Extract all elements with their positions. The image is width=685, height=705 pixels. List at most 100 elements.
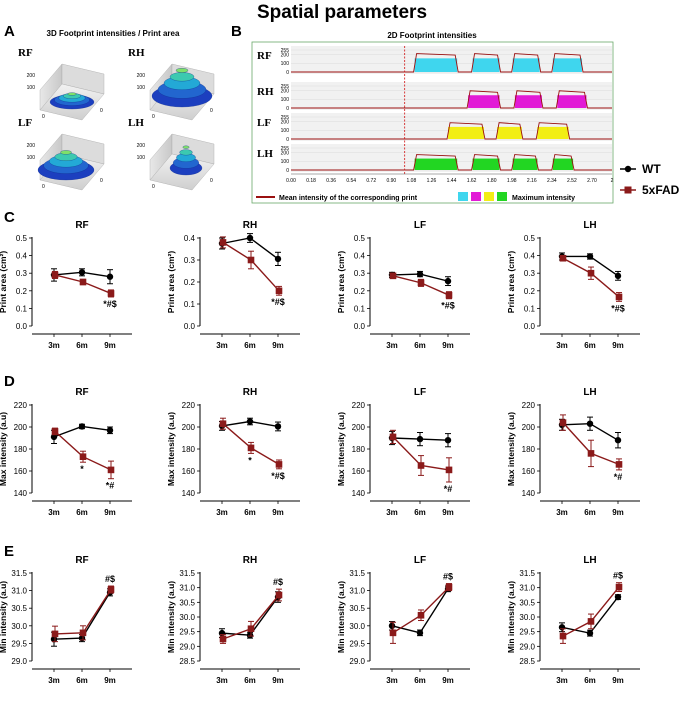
x-tick-label: 9m (272, 508, 284, 517)
data-point-wt (416, 270, 424, 278)
panel-letter-b: B (231, 23, 242, 40)
y-tick-label: 0.4 (16, 252, 28, 261)
data-point-5xfad (445, 583, 453, 591)
axis-tick-label: 200 (137, 73, 146, 79)
x-tick-label: 9m (104, 341, 116, 350)
x-tick-label: 6m (76, 508, 88, 517)
chart-title: RF (75, 220, 88, 231)
x-tick-label: 2.34 (547, 178, 557, 184)
chart-title: LF (414, 387, 426, 398)
chart-d-lf: LF 140 160 180 200 220 3m 6m 9m Max intensity (a.… (336, 387, 470, 517)
swatch-rf (458, 192, 468, 201)
panel-letter-c: C (4, 209, 15, 226)
significance-mark: * (80, 464, 84, 474)
x-tick-label: 6m (584, 508, 596, 517)
chart-title: LF (414, 220, 426, 231)
data-point-5xfad (417, 611, 425, 619)
x-tick-label: 9m (442, 341, 454, 350)
y-tick-label: 0.2 (16, 287, 28, 296)
x-tick-label: 3m (48, 341, 60, 350)
row-tick-label: 0 (286, 168, 289, 174)
x-tick-label: 6m (244, 341, 256, 350)
axis-tick-label: 0 (100, 178, 103, 184)
data-point-5xfad (79, 453, 87, 460)
y-tick-label: 0.3 (16, 269, 28, 278)
y-axis-label: Max intensity (a.u) (506, 412, 516, 486)
x-tick-label: 3m (216, 341, 228, 350)
data-point-5xfad (247, 444, 255, 452)
y-tick-label: 29.0 (349, 657, 365, 666)
panel-letter-e: E (4, 543, 14, 560)
x-tick-label: 6m (76, 676, 88, 685)
data-point-wt (416, 629, 424, 637)
row-tick-label: 255 (281, 84, 290, 90)
axis-tick-label: 200 (27, 73, 36, 79)
max-intensity-bar (512, 58, 540, 72)
panel-a-title: 3D Footprint intensities / Print area (47, 29, 180, 38)
data-point-5xfad (219, 239, 227, 246)
y-tick-label: 30.5 (519, 598, 535, 607)
x-tick-label: 6m (584, 676, 596, 685)
axis-tick-label: 100 (27, 155, 36, 161)
x-tick-label: 1.26 (427, 178, 437, 184)
legend-max-text: Maximum intensity (512, 195, 575, 202)
footprint-surface-layer (60, 150, 72, 155)
max-intensity-bar (472, 158, 500, 170)
max-intensity-bar (537, 126, 569, 139)
y-tick-label: 140 (522, 489, 536, 498)
y-tick-label: 160 (14, 467, 28, 476)
y-tick-label: 31.0 (349, 587, 365, 596)
x-tick-label: 0.00 (286, 178, 296, 184)
chart-c-lf: LF 0.0 0.1 0.2 0.3 0.4 0.5 3m 6m 9m Print area (cm… (336, 220, 470, 350)
y-tick-label: 0.4 (184, 234, 196, 243)
y-axis-label: Min intensity (a.u) (336, 581, 346, 653)
x-tick-label: 3m (216, 676, 228, 685)
data-point-5xfad (107, 290, 115, 297)
x-tick-label: 3m (48, 676, 60, 685)
x-tick-label: 9m (442, 508, 454, 517)
significance-mark: *#$ (611, 303, 625, 313)
x-tick-label: 9m (442, 676, 454, 685)
data-point-wt (274, 255, 282, 263)
panel-b-legend: Mean intensity of the corresponding prin… (256, 192, 575, 202)
data-point-5xfad (559, 254, 567, 262)
chart-title: LH (583, 387, 596, 398)
y-tick-label: 200 (14, 423, 28, 432)
data-point-wt (416, 435, 424, 443)
legend-5xfad-marker (624, 186, 632, 194)
x-tick-label: 6m (76, 341, 88, 350)
data-point-wt (274, 423, 282, 430)
data-point-5xfad (107, 466, 115, 474)
y-tick-label: 29.5 (519, 628, 535, 637)
axis-tick-label: 0 (152, 114, 155, 120)
panel-letter-a: A (4, 23, 15, 40)
chart-title: RF (75, 387, 88, 398)
data-point-wt (246, 631, 254, 639)
swatch-lf (484, 192, 494, 201)
x-tick-label: 9m (612, 341, 624, 350)
data-point-5xfad (389, 629, 397, 637)
axis-tick-label: 0 (42, 114, 45, 120)
y-tick-label: 29.5 (11, 639, 27, 648)
y-tick-label: 220 (182, 401, 196, 410)
data-point-5xfad (615, 583, 623, 591)
paw-3d-plot: LH 200 100 0 0 (128, 117, 215, 191)
data-point-wt (444, 277, 452, 285)
x-tick-label: 3m (48, 508, 60, 517)
series-legend: WT 5xFAD (620, 162, 680, 197)
data-point-5xfad (107, 586, 115, 593)
x-tick-label: 1.62 (467, 178, 477, 184)
y-tick-label: 29.5 (179, 628, 195, 637)
x-tick-label: 0.72 (366, 178, 376, 184)
data-point-5xfad (247, 625, 255, 633)
data-point-5xfad (219, 420, 227, 427)
paw-3d-plot: RF 200 100 0 0 (18, 47, 105, 121)
y-tick-label: 0.5 (354, 234, 366, 243)
footprint-surface-layer (169, 72, 195, 82)
row-label: LF (257, 117, 271, 129)
y-tick-label: 0.4 (354, 252, 366, 261)
data-point-5xfad (615, 461, 623, 468)
